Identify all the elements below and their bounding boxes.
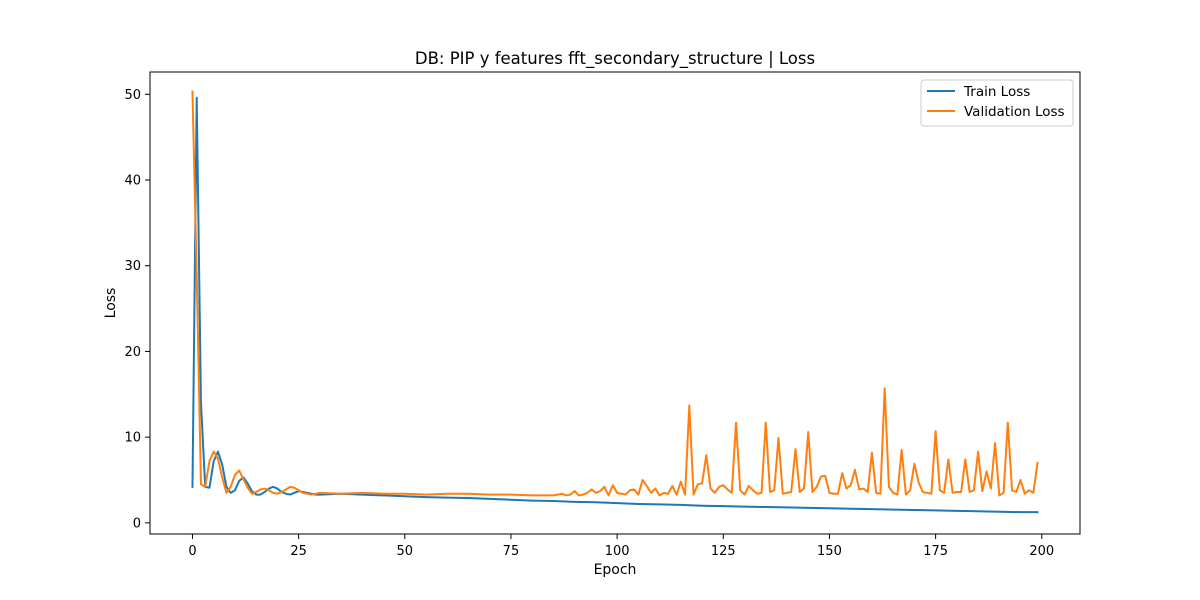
y-axis-label: Loss — [103, 288, 119, 319]
x-tick-label: 25 — [290, 544, 307, 559]
chart-title: DB: PIP y features fft_secondary_structu… — [415, 49, 815, 69]
legend-box — [920, 79, 1074, 127]
x-tick-label: 175 — [923, 544, 948, 559]
legend-label-0: Train Loss — [963, 84, 1030, 100]
y-tick-label: 40 — [124, 174, 141, 189]
x-tick-label: 50 — [397, 544, 414, 559]
x-tick-label: 75 — [503, 544, 520, 559]
y-tick-label: 20 — [124, 345, 141, 360]
y-axis: 0 10 20 30 40 50 — [124, 88, 150, 531]
series-line-0 — [191, 96, 1039, 514]
plot-frame — [149, 71, 1081, 535]
series-line-1 — [191, 90, 1039, 497]
y-tick-label: 50 — [124, 88, 141, 103]
x-tick-label: 100 — [605, 544, 630, 559]
legend-label-1: Validation Loss — [964, 104, 1065, 120]
x-tick-label: 125 — [711, 544, 736, 559]
y-tick-label: 10 — [124, 431, 141, 446]
x-axis-label: Epoch — [594, 562, 637, 578]
x-axis: 0 25 50 75 100 125 150 175 200 — [188, 534, 1054, 559]
x-tick-label: 150 — [817, 544, 842, 559]
plot-area — [149, 71, 1081, 535]
x-tick-label: 200 — [1029, 544, 1054, 559]
y-tick-label: 30 — [124, 259, 141, 274]
y-tick-label: 0 — [133, 516, 141, 531]
legend: Train Loss Validation Loss — [920, 79, 1074, 127]
x-tick-label: 0 — [188, 544, 196, 559]
